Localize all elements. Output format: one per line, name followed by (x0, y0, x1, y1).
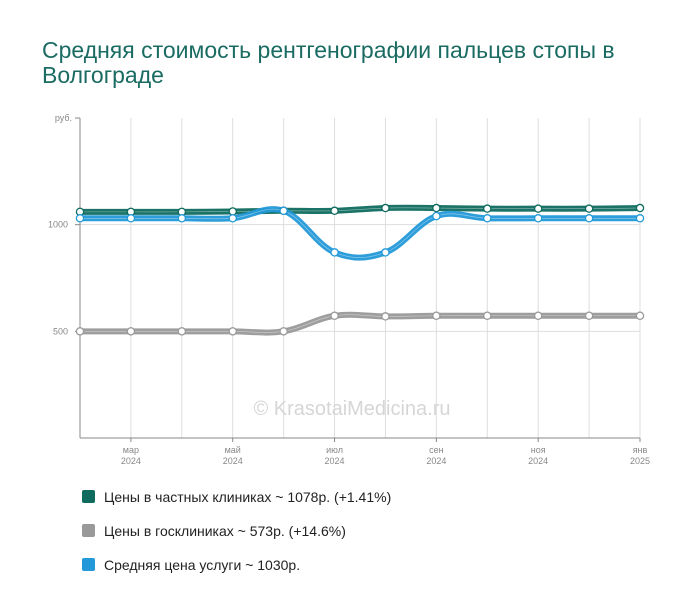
data-point[interactable] (381, 203, 390, 213)
x-tick-year: 2025 (630, 456, 650, 466)
legend-label-average: Средняя цена услуги ~ 1030р. (104, 556, 301, 573)
data-point[interactable] (635, 214, 645, 223)
data-point[interactable] (279, 206, 288, 216)
legend-label-private: Цены в частных клиниках ~ 1078р. (+1.41%… (104, 488, 392, 505)
legend-swatch-private (82, 490, 95, 503)
x-tick-year: 2024 (325, 456, 345, 466)
data-point[interactable] (483, 311, 492, 321)
line-chart: © KrasotaiMedicina.ru 5001000руб.мар2024… (48, 113, 650, 466)
x-tick-month: май (225, 445, 241, 455)
data-point[interactable] (279, 327, 288, 336)
data-point[interactable] (432, 311, 441, 321)
data-point[interactable] (533, 214, 543, 223)
legend-swatch-public (82, 524, 95, 537)
x-tick-year: 2024 (528, 456, 548, 466)
data-point[interactable] (432, 211, 441, 221)
legend-swatch-average (82, 558, 95, 571)
series-lines (77, 204, 643, 336)
x-tick-month: сен (429, 445, 444, 455)
series-line-highlight-0 (80, 207, 641, 213)
data-point[interactable] (177, 327, 187, 336)
legend-item-private[interactable]: Цены в частных клиниках ~ 1078р. (+1.41%… (82, 488, 391, 505)
data-point[interactable] (584, 214, 594, 223)
data-point[interactable] (381, 312, 390, 321)
data-point[interactable] (126, 214, 136, 223)
data-point[interactable] (330, 206, 339, 216)
y-tick-label: 1000 (48, 220, 68, 230)
series-line-2 (77, 206, 643, 261)
x-tick-year: 2024 (121, 456, 141, 466)
data-point[interactable] (533, 204, 543, 213)
data-point[interactable] (483, 204, 492, 213)
data-point[interactable] (228, 207, 237, 216)
data-point[interactable] (228, 327, 237, 336)
y-tick-label: 500 (53, 326, 68, 336)
series-points (75, 203, 645, 336)
x-tick-month: мар (123, 445, 139, 455)
data-point[interactable] (228, 214, 237, 223)
x-tick-month: июл (326, 445, 343, 455)
data-point[interactable] (75, 327, 85, 336)
y-axis-label: руб. (55, 113, 72, 123)
data-point[interactable] (635, 203, 645, 213)
data-point[interactable] (381, 248, 390, 257)
watermark: © KrasotaiMedicina.ru (253, 398, 450, 420)
data-point[interactable] (432, 203, 441, 213)
data-point[interactable] (75, 214, 85, 223)
data-point[interactable] (584, 311, 594, 321)
legend-label-public: Цены в госклиниках ~ 573р. (+14.6%) (104, 522, 346, 539)
chart-title: Средняя стоимость рентгенографии пальцев… (42, 37, 615, 88)
series-line-0 (77, 204, 643, 215)
x-tick-year: 2024 (223, 456, 243, 466)
data-point[interactable] (584, 204, 594, 213)
data-point[interactable] (635, 311, 645, 321)
data-point[interactable] (533, 311, 543, 321)
data-point[interactable] (330, 248, 339, 257)
data-point[interactable] (177, 214, 187, 223)
legend-item-public[interactable]: Цены в госклиниках ~ 573р. (+14.6%) (82, 522, 391, 539)
data-point[interactable] (126, 327, 136, 336)
grid (79, 118, 641, 438)
data-point[interactable] (483, 214, 492, 223)
axes: 5001000руб.мар2024май2024июл2024сен2024н… (48, 113, 650, 466)
legend: Цены в частных клиниках ~ 1078р. (+1.41%… (82, 488, 391, 590)
series-line-1 (77, 311, 643, 336)
data-point[interactable] (330, 311, 339, 321)
legend-item-average[interactable]: Средняя цена услуги ~ 1030р. (82, 556, 391, 573)
x-tick-month: янв (633, 445, 648, 455)
series-line-highlight-1 (79, 314, 640, 333)
x-tick-year: 2024 (426, 456, 446, 466)
x-tick-month: ноя (531, 445, 546, 455)
